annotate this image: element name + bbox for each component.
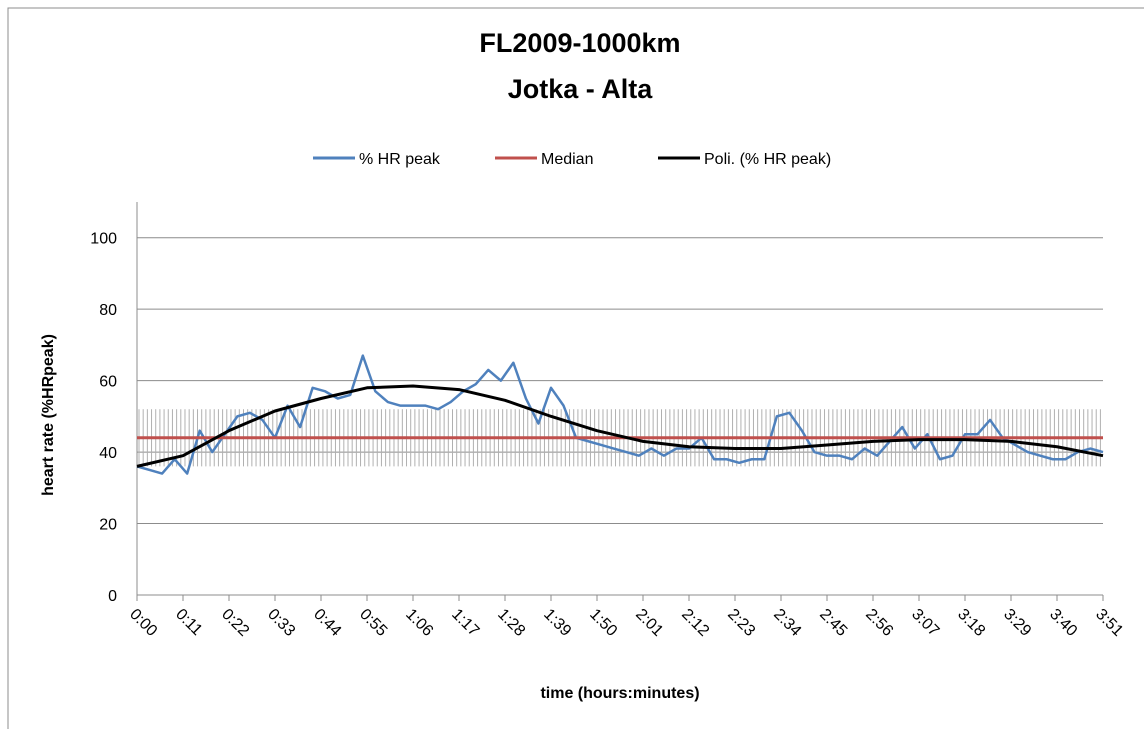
legend-label: Median <box>541 151 593 168</box>
y-tick-label: 20 <box>99 517 117 534</box>
y-tick-label: 0 <box>108 588 117 605</box>
chart-title: FL2009-1000km <box>479 28 680 58</box>
y-tick-label: 100 <box>90 231 117 248</box>
chart-subtitle: Jotka - Alta <box>508 74 654 104</box>
chart-frame <box>7 7 1144 729</box>
x-axis-title: time (hours:minutes) <box>540 685 699 702</box>
y-tick-label: 60 <box>99 374 117 391</box>
y-tick-label: 40 <box>99 445 117 462</box>
legend-label: % HR peak <box>359 151 441 168</box>
y-axis-title: heart rate (%HRpeak) <box>40 334 57 496</box>
series-line <box>136 354 1104 475</box>
y-tick-label: 80 <box>99 302 117 319</box>
legend-label: Poli. (% HR peak) <box>704 151 831 168</box>
series-line <box>136 384 1104 468</box>
